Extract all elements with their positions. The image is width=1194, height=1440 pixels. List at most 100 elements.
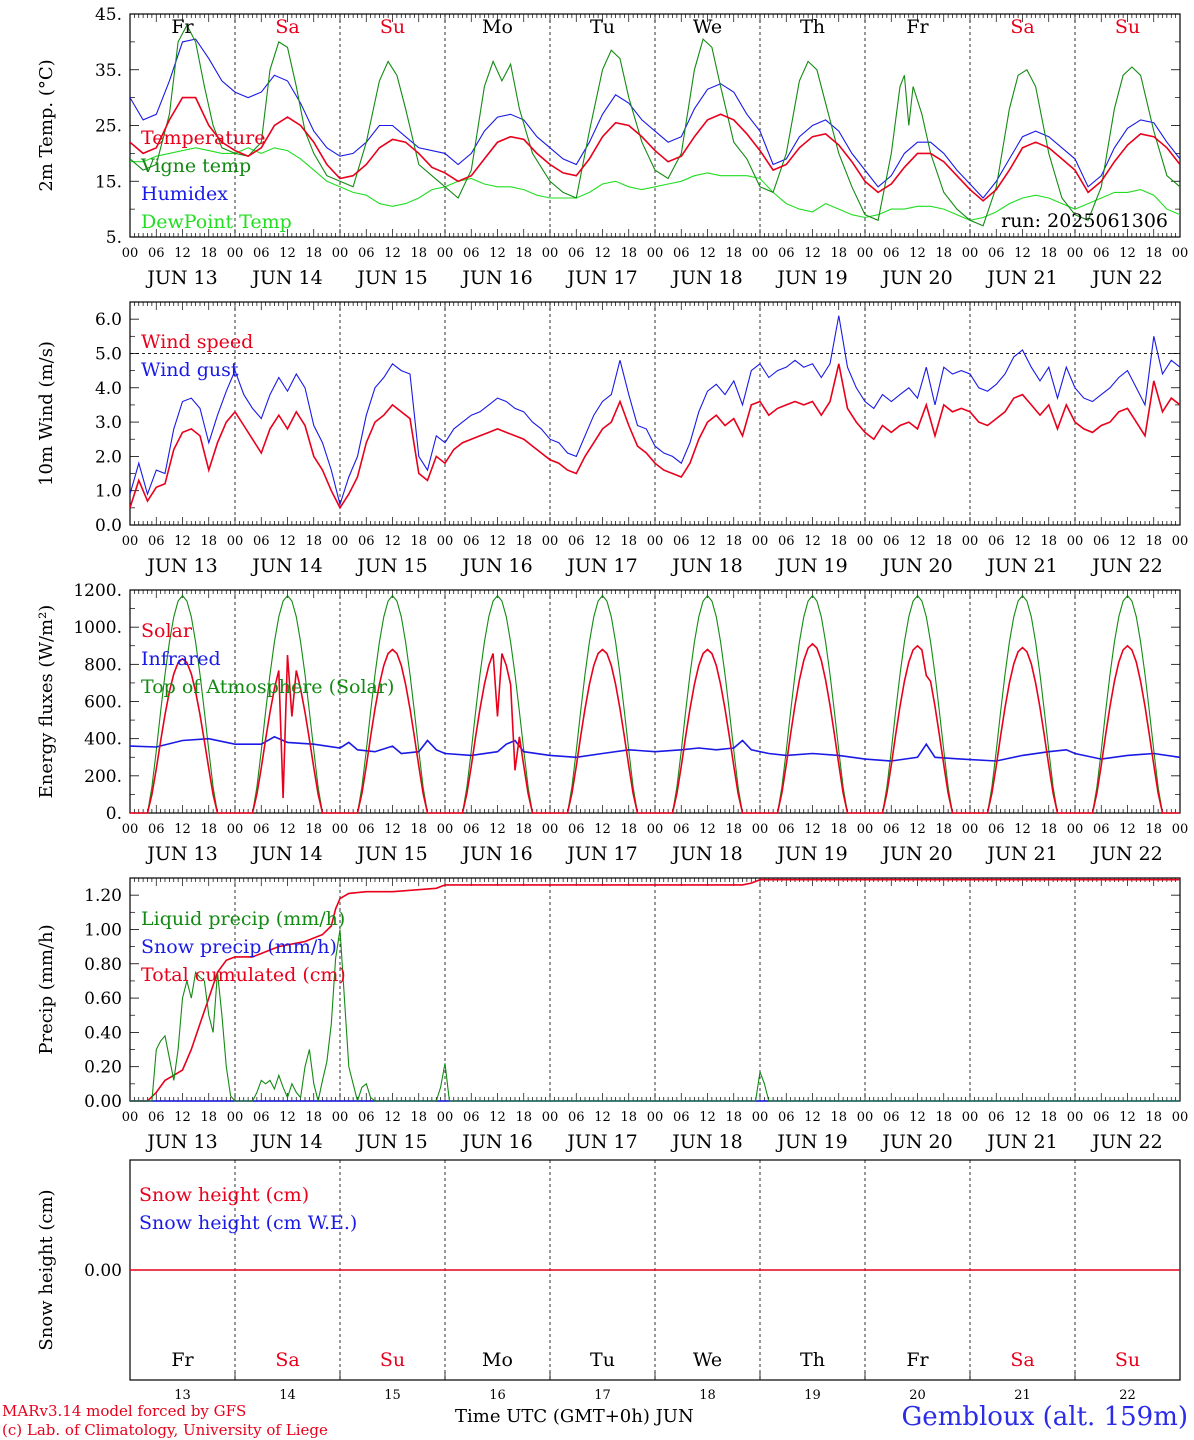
y-tick-label: 800. (84, 655, 122, 675)
day-number-label: 18 (699, 1388, 716, 1403)
hour-label: 18 (515, 822, 532, 837)
date-label: JUN 15 (355, 267, 427, 289)
date-label: JUN 16 (460, 555, 532, 577)
hour-label: 18 (620, 1110, 637, 1125)
hour-label: 12 (1119, 246, 1136, 261)
hour-label: 12 (699, 246, 716, 261)
date-label: JUN 19 (775, 555, 847, 577)
hour-label: 18 (1040, 246, 1057, 261)
day-number-label: 15 (384, 1388, 401, 1403)
hour-label: 06 (883, 246, 900, 261)
day-name-label: Su (380, 1349, 405, 1371)
hour-label: 00 (1067, 1110, 1084, 1125)
y-tick-label: 1.00 (84, 920, 122, 940)
hour-label: 06 (1093, 246, 1110, 261)
hour-label: 06 (463, 534, 480, 549)
hour-label: 00 (122, 1110, 139, 1125)
panel-frame-wind (129, 301, 1181, 526)
y-tick-label: 0.00 (84, 1092, 122, 1112)
date-label: JUN 18 (670, 555, 742, 577)
date-label: JUN 21 (985, 843, 1057, 865)
hour-label: 18 (410, 1110, 427, 1125)
date-label: JUN 14 (250, 1131, 322, 1153)
hour-label: 00 (962, 534, 979, 549)
hour-label: 06 (358, 246, 375, 261)
hour-label: 00 (227, 822, 244, 837)
hour-label: 06 (673, 822, 690, 837)
day-name-label: Sa (1010, 1349, 1034, 1371)
hour-label: 06 (148, 246, 165, 261)
day-number-label: 17 (594, 1388, 611, 1403)
hour-label: 12 (384, 534, 401, 549)
series-line-humidex (130, 38, 1180, 199)
hour-label: 12 (1014, 1110, 1031, 1125)
hour-label: 18 (410, 534, 427, 549)
day-number-label: 14 (279, 1388, 296, 1403)
hour-label: 06 (988, 534, 1005, 549)
day-name-label: We (693, 1349, 722, 1371)
day-name-label: Sa (1010, 16, 1034, 38)
hour-label: 18 (305, 1110, 322, 1125)
date-label: JUN 18 (670, 843, 742, 865)
hour-label: 00 (437, 822, 454, 837)
hour-label: 18 (725, 1110, 742, 1125)
legend-entry: Liquid precip (mm/h) (141, 908, 345, 930)
day-name-label: Fr (171, 1349, 194, 1371)
hour-label: 00 (227, 534, 244, 549)
series-line-vigne-temp (130, 24, 1180, 227)
hour-label: 12 (804, 534, 821, 549)
hour-label: 06 (988, 822, 1005, 837)
hour-label: 18 (1040, 534, 1057, 549)
series-line-infrared (130, 735, 1180, 762)
panel-frame-energy (129, 589, 1181, 814)
hour-label: 18 (305, 246, 322, 261)
date-label: JUN 22 (1090, 555, 1162, 577)
hour-label: 18 (830, 822, 847, 837)
hour-label: 18 (1145, 246, 1162, 261)
hour-label: 12 (384, 246, 401, 261)
hour-label: 18 (515, 1110, 532, 1125)
hour-label: 18 (830, 1110, 847, 1125)
hour-label: 18 (725, 534, 742, 549)
hour-label: 12 (699, 1110, 716, 1125)
hour-label: 06 (883, 822, 900, 837)
hour-label: 00 (332, 534, 349, 549)
day-number-label: 21 (1014, 1388, 1031, 1403)
hour-label: 12 (1014, 534, 1031, 549)
hour-label: 06 (883, 534, 900, 549)
hour-label: 06 (1093, 534, 1110, 549)
hour-label: 06 (568, 822, 585, 837)
hour-label: 00 (122, 534, 139, 549)
hour-label: 06 (568, 246, 585, 261)
date-label: JUN 13 (145, 267, 217, 289)
legend-entry: Snow precip (mm/h) (141, 936, 337, 958)
hour-label: 06 (253, 822, 270, 837)
hour-label: 00 (1172, 1110, 1189, 1125)
y-tick-label: 0.40 (84, 1023, 122, 1043)
hour-label: 12 (489, 1110, 506, 1125)
hour-label: 00 (857, 1110, 874, 1125)
date-label: JUN 17 (565, 555, 637, 577)
hour-label: 12 (384, 1110, 401, 1125)
hour-label: 00 (227, 1110, 244, 1125)
y-tick-label: 25. (95, 117, 122, 137)
legend-entry: Wind speed (141, 331, 253, 353)
y-tick-label: 3.0 (95, 413, 122, 433)
y-tick-label: 45. (95, 5, 122, 25)
hour-label: 06 (148, 822, 165, 837)
y-tick-label: 1000. (73, 618, 122, 638)
day-number-label: 16 (489, 1388, 506, 1403)
day-name-label: We (693, 16, 722, 38)
hour-label: 06 (988, 1110, 1005, 1125)
series-line-temperature (130, 96, 1180, 202)
y-tick-label: 1.20 (84, 886, 122, 906)
day-number-label: 20 (909, 1388, 926, 1403)
y-tick-label: 5. (106, 228, 122, 248)
hour-label: 12 (594, 1110, 611, 1125)
hour-label: 12 (1119, 1110, 1136, 1125)
hour-label: 12 (279, 822, 296, 837)
day-name-label: Su (1115, 1349, 1140, 1371)
hour-label: 00 (752, 822, 769, 837)
hour-label: 06 (463, 1110, 480, 1125)
